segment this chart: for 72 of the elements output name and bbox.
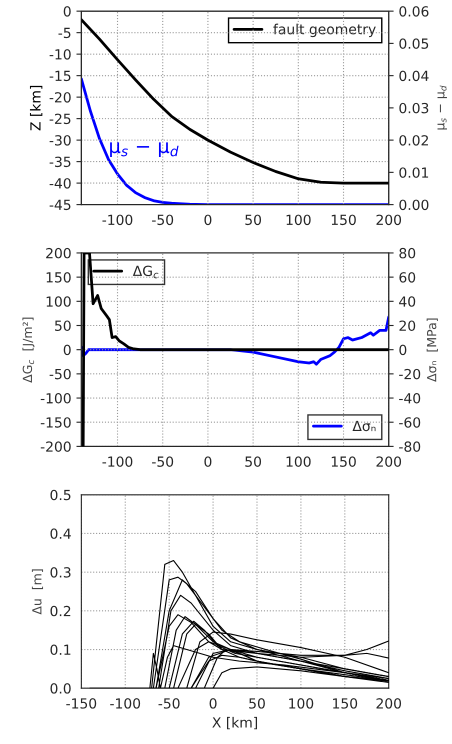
y-axis-title: ΔG$_{c}$ [J/m²] — [22, 318, 34, 383]
y-tick-label: -15 — [50, 70, 70, 82]
y2-tick-label: 80 — [399, 248, 416, 258]
y-tick-label: 100 — [46, 296, 71, 307]
y-tick-label: 0.5 — [50, 490, 70, 500]
legend-label: fault geometry — [273, 24, 376, 38]
y-axis-title: Δu [m] — [32, 569, 44, 615]
y2-tick-label: 0.03 — [399, 102, 428, 114]
y-tick-label: 200 — [46, 248, 71, 258]
x-tick-label: 0 — [204, 214, 212, 226]
y2-tick-label: 0.01 — [399, 167, 428, 178]
x-axis-title: X [km] — [212, 716, 258, 730]
y-tick-label: 150 — [46, 272, 71, 283]
y2-tick-label: 0.00 — [399, 200, 428, 210]
y2-tick-label: 0.02 — [399, 135, 428, 146]
y-tick-label: -50 — [50, 368, 71, 380]
y-tick-label: 0 — [64, 6, 71, 17]
y-tick-label: -45 — [50, 200, 70, 210]
x-tick-label: -100 — [102, 456, 132, 467]
y2-tick-label: 0.04 — [399, 70, 429, 82]
x-tick-label: 0 — [210, 698, 217, 709]
x-tick-label: -50 — [152, 456, 174, 467]
y-tick-label: -10 — [50, 49, 71, 60]
y2-tick-label: -80 — [399, 441, 420, 452]
y-tick-label: -150 — [40, 417, 71, 428]
y2-tick-label: -60 — [399, 417, 420, 428]
x-tick-label: 100 — [286, 456, 311, 467]
x-tick-label: -50 — [158, 698, 180, 709]
y2-tick-label: 40 — [399, 296, 416, 307]
x-tick-label: 200 — [376, 456, 402, 467]
y-tick-label: 0.2 — [50, 606, 70, 616]
y2-tick-label: 20 — [399, 320, 416, 331]
x-tick-label: 200 — [376, 698, 402, 709]
y-tick-label: 0.4 — [50, 528, 71, 539]
x-tick-label: 100 — [289, 698, 314, 709]
x-tick-label: 50 — [245, 214, 262, 226]
legend-label: ΔG$_{c}$ — [132, 266, 158, 278]
x-tick-label: -100 — [102, 214, 132, 226]
x-tick-label: 150 — [332, 456, 356, 467]
x-tick-label: -50 — [152, 214, 174, 226]
y-tick-label: -30 — [50, 135, 71, 146]
y-tick-label: 0.3 — [50, 567, 71, 578]
y-tick-label: -200 — [40, 441, 71, 452]
y2-tick-label: -20 — [399, 368, 420, 380]
x-tick-label: 200 — [376, 214, 402, 226]
y-axis-title: Z [km] — [30, 86, 42, 130]
annotation: μ$_{s}$ − μ$_{d}$ — [110, 142, 179, 157]
y2-tick-label: -40 — [399, 393, 420, 404]
y2-axis-title: μ$_{s}$ − μ$_{d}$ — [438, 86, 447, 130]
x-tick-label: 50 — [245, 456, 262, 467]
y2-axis-title: Δσₙ [MPa] — [426, 318, 438, 382]
x-tick-label: 150 — [333, 698, 358, 709]
x-tick-label: 150 — [332, 214, 356, 226]
y-tick-label: -40 — [50, 178, 71, 189]
y-tick-label: 50 — [55, 320, 71, 331]
y-tick-label: -5 — [58, 28, 70, 38]
x-tick-label: 100 — [286, 214, 311, 226]
y-tick-label: -100 — [40, 393, 71, 404]
y-tick-label: -20 — [50, 92, 71, 103]
x-tick-label: 50 — [249, 698, 265, 709]
y2-tick-label: 60 — [399, 272, 416, 283]
x-tick-label: -100 — [110, 698, 140, 709]
y-tick-label: 0.1 — [50, 644, 70, 655]
y2-tick-label: 0.06 — [399, 6, 428, 17]
y2-tick-label: 0.05 — [399, 38, 428, 49]
y-tick-label: -25 — [50, 114, 70, 124]
y-tick-label: -35 — [50, 156, 70, 168]
legend-label: Δσₙ — [352, 420, 376, 432]
y2-tick-label: 0 — [399, 344, 406, 356]
y-tick-label: 0 — [64, 344, 71, 356]
x-tick-label: 0 — [204, 456, 212, 467]
y-tick-label: 0.0 — [50, 683, 71, 694]
